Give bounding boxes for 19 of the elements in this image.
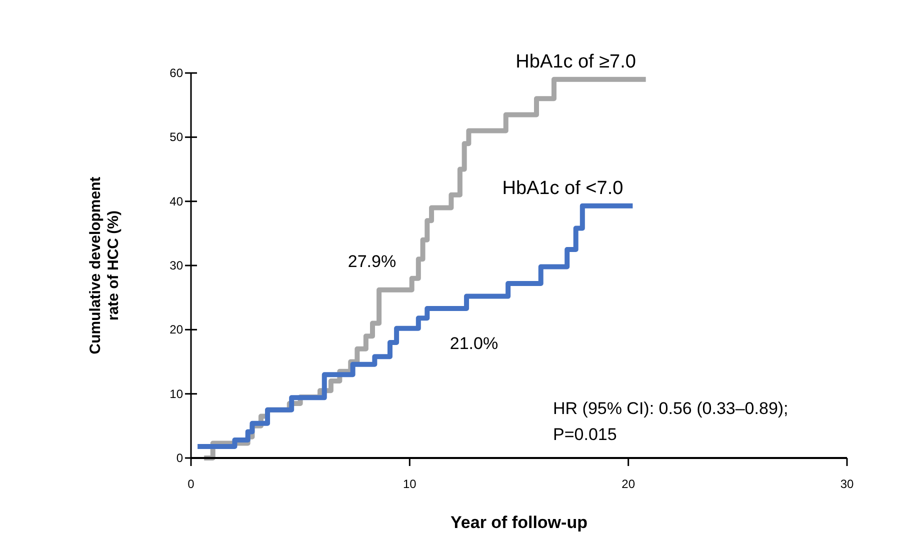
x-tick-label: 30 — [840, 477, 854, 491]
series-label: HbA1c of ≥7.0 — [516, 51, 636, 72]
annotation: 21.0% — [450, 334, 498, 353]
y-tick-label: 20 — [170, 322, 184, 337]
x-tick-label: 20 — [622, 477, 636, 491]
annotation: HR (95% CI): 0.56 (0.33–0.89); — [553, 399, 788, 418]
annotation: P=0.015 — [553, 425, 617, 444]
y-tick-label: 10 — [170, 386, 184, 401]
y-tick-label: 50 — [170, 130, 184, 144]
y-tick-label: 60 — [170, 66, 184, 80]
x-tick-label: 0 — [188, 477, 195, 491]
y-tick-label: 40 — [170, 194, 184, 208]
y-axis-title: Cumulative development rate of HCC (%) — [87, 176, 122, 354]
x-axis-title: Year of follow-up — [450, 513, 588, 532]
y-tick-label: 30 — [170, 258, 184, 272]
y-tick-label: 0 — [176, 451, 184, 465]
x-tick-label: 10 — [402, 477, 417, 491]
annotation: 27.9% — [348, 252, 396, 271]
series-label: HbA1c of <7.0 — [502, 178, 624, 199]
